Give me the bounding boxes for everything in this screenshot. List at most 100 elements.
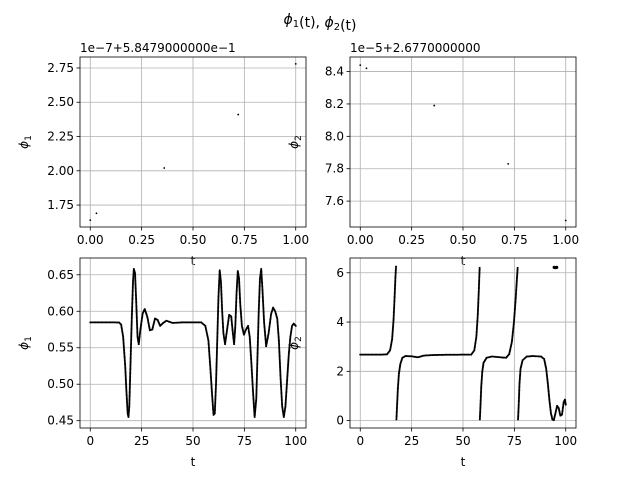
- y-tick-label: 2: [336, 364, 344, 378]
- axes-bottom-left: 0 25 50 75 100 0.45 0.50 0.55 0.60 0.65 t ϕ1: [17, 257, 307, 469]
- y-tick-label: 0: [336, 414, 344, 428]
- y-tick-label: 2.50: [47, 95, 74, 109]
- x-tick-label: 0: [356, 434, 364, 448]
- y-tick-label: 8.0: [325, 129, 344, 143]
- x-tick-label: 75: [237, 434, 252, 448]
- offset-text: 1e−5+2.6770000000: [350, 41, 481, 55]
- data-point: [237, 113, 240, 116]
- axes-top-right: 0.00 0.25 0.50 0.75 1.00 7.6 7.8 8.0 8.2 8.4 1e−5+…: [287, 41, 579, 268]
- y-axis-label: ϕ1: [17, 135, 34, 149]
- x-tick-label: 0.00: [77, 233, 104, 247]
- data-point: [294, 324, 297, 327]
- data-point: [93, 321, 96, 324]
- data-point: [102, 321, 105, 324]
- x-tick-label: 100: [284, 434, 307, 448]
- axes-bottom-right: 0 25 50 75 100 0 2 4 6 t ϕ2: [287, 257, 577, 469]
- y-tick-label: 7.8: [325, 162, 344, 176]
- y-tick-label: 0.50: [47, 377, 74, 391]
- axes-top-left: 0.00 0.25 0.50 0.75 1.00 1.75 2.00 2.25 2.50 2.75…: [17, 41, 309, 268]
- y-tick-label: 6: [336, 266, 344, 280]
- y-tick-label: 8.4: [325, 65, 344, 79]
- data-point: [371, 353, 374, 356]
- y-tick-label: 2.75: [47, 61, 74, 75]
- series-bottom-right: [359, 265, 567, 422]
- data-point: [378, 353, 381, 356]
- y-axis-label: ϕ2: [287, 135, 304, 149]
- data-point: [108, 321, 111, 324]
- data-point: [294, 62, 297, 65]
- x-tick-label: 0.75: [231, 233, 258, 247]
- data-point: [360, 353, 363, 356]
- data-point: [90, 321, 93, 324]
- x-tick-label: 1.00: [552, 233, 579, 247]
- axes-frame: [349, 56, 577, 228]
- x-tick-label: 50: [185, 434, 200, 448]
- data-point: [359, 353, 362, 356]
- data-point: [359, 64, 362, 66]
- y-tick-label: 2.25: [47, 130, 74, 144]
- x-axis-label: t: [191, 455, 196, 469]
- data-point: [375, 353, 378, 356]
- data-point: [366, 353, 369, 356]
- data-point: [163, 167, 166, 169]
- x-tick-label: 0: [86, 434, 94, 448]
- series-top-left: [89, 62, 297, 222]
- x-tick-label: 0.00: [347, 233, 374, 247]
- x-tick-label: 1.00: [282, 233, 309, 247]
- axes-frame: [79, 56, 307, 228]
- data-point: [95, 212, 98, 215]
- figure-title: ϕ1(t), ϕ2(t): [284, 12, 357, 34]
- x-tick-label: 0.25: [398, 233, 425, 247]
- data-point: [105, 321, 108, 324]
- data-point: [94, 321, 97, 324]
- series-bottom-left: [89, 267, 297, 419]
- y-tick-label: 2.00: [47, 164, 74, 178]
- data-point: [372, 353, 375, 356]
- y-tick-label: 0.55: [47, 341, 74, 355]
- data-point: [89, 321, 92, 324]
- data-point: [101, 321, 104, 324]
- y-axis-label: ϕ1: [17, 336, 34, 350]
- y-tick-label: 8.2: [325, 97, 344, 111]
- y-tick-label: 0.60: [47, 304, 74, 318]
- data-point: [564, 403, 567, 406]
- data-point: [370, 353, 373, 356]
- x-tick-label: 50: [455, 434, 470, 448]
- data-point: [377, 353, 380, 356]
- series-top-right: [359, 64, 567, 222]
- axes-frame: [79, 257, 307, 429]
- axes-frame: [349, 257, 577, 429]
- y-tick-label: 4: [336, 315, 344, 329]
- data-point: [89, 219, 92, 222]
- data-point: [107, 321, 110, 324]
- data-point: [478, 266, 481, 269]
- data-point: [368, 353, 371, 356]
- data-point: [364, 353, 367, 356]
- data-point: [433, 104, 436, 107]
- y-tick-label: 7.6: [325, 194, 344, 208]
- data-point: [97, 321, 100, 324]
- y-tick-label: 0.45: [47, 414, 74, 428]
- x-tick-label: 0.75: [501, 233, 528, 247]
- data-point: [367, 353, 370, 356]
- data-point: [507, 162, 510, 165]
- data-point: [564, 219, 567, 222]
- data-point: [92, 321, 95, 324]
- data-point: [104, 321, 107, 324]
- y-tick-label: 1.75: [47, 198, 74, 212]
- x-tick-label: 75: [507, 434, 522, 448]
- data-point: [395, 265, 398, 268]
- x-tick-label: 100: [554, 434, 577, 448]
- x-tick-label: 0.50: [180, 233, 207, 247]
- x-axis-label: t: [461, 455, 466, 469]
- data-point: [362, 353, 365, 356]
- data-point: [98, 321, 101, 324]
- y-tick-label: 0.65: [47, 268, 74, 282]
- data-point: [516, 266, 519, 269]
- data-point: [555, 265, 559, 269]
- data-point: [365, 67, 368, 70]
- x-tick-label: 25: [134, 434, 149, 448]
- offset-text: 1e−7+5.8479000000e−1: [80, 41, 236, 55]
- y-axis-label: ϕ2: [287, 336, 304, 350]
